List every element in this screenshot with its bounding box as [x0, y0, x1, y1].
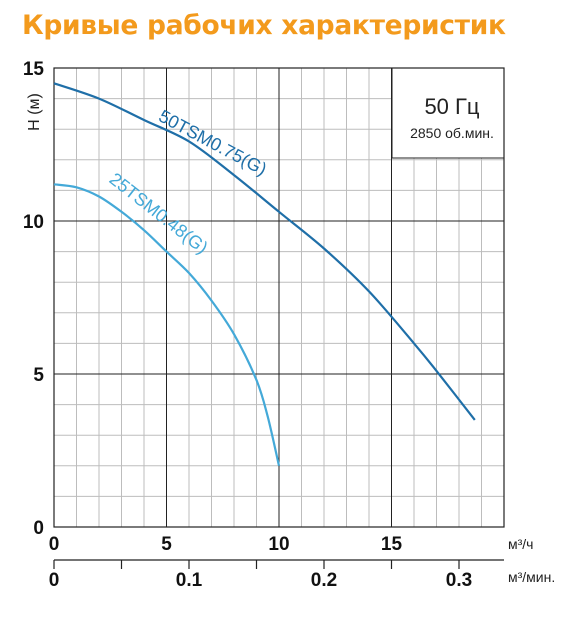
series-label-50tsm: 50TSM0.75(G): [156, 106, 271, 180]
axes-layer: 0 5 10 15 H (м) 0 5 10 15 м³/ч 0 0.1 0.2 0.3 м³/мин.: [23, 59, 555, 591]
frequency-label: 50 Гц: [424, 94, 479, 119]
x2-tick-label: 0.3: [446, 570, 472, 591]
y-axis-label: H (м): [26, 93, 43, 131]
info-box-background: [392, 68, 504, 158]
y-tick-label: 15: [23, 59, 45, 80]
x2-tick-label: 0: [49, 570, 60, 591]
x2-axis-unit-label: м³/мин.: [508, 569, 555, 585]
plot-frame: [53, 67, 505, 528]
x2-tick-label: 0.2: [311, 570, 337, 591]
y-tick-label: 10: [23, 212, 44, 233]
y-tick-label: 0: [33, 518, 44, 539]
series-line-50tsm: [53, 82, 476, 421]
x-tick-label: 5: [161, 534, 172, 555]
info-box: 50 Гц 2850 об.мин.: [391, 68, 504, 159]
x-tick-label: 15: [381, 534, 403, 555]
speed-label: 2850 об.мин.: [410, 125, 494, 141]
x-tick-label: 10: [268, 534, 289, 555]
chart-title: Кривые рабочих характеристик: [22, 10, 506, 41]
y-tick-label: 5: [33, 365, 44, 386]
x-tick-label: 0: [49, 534, 60, 555]
x-axis-unit-label: м³/ч: [508, 536, 533, 552]
x2-tick-label: 0.1: [176, 570, 203, 591]
series-line-25tsm: [53, 183, 281, 467]
